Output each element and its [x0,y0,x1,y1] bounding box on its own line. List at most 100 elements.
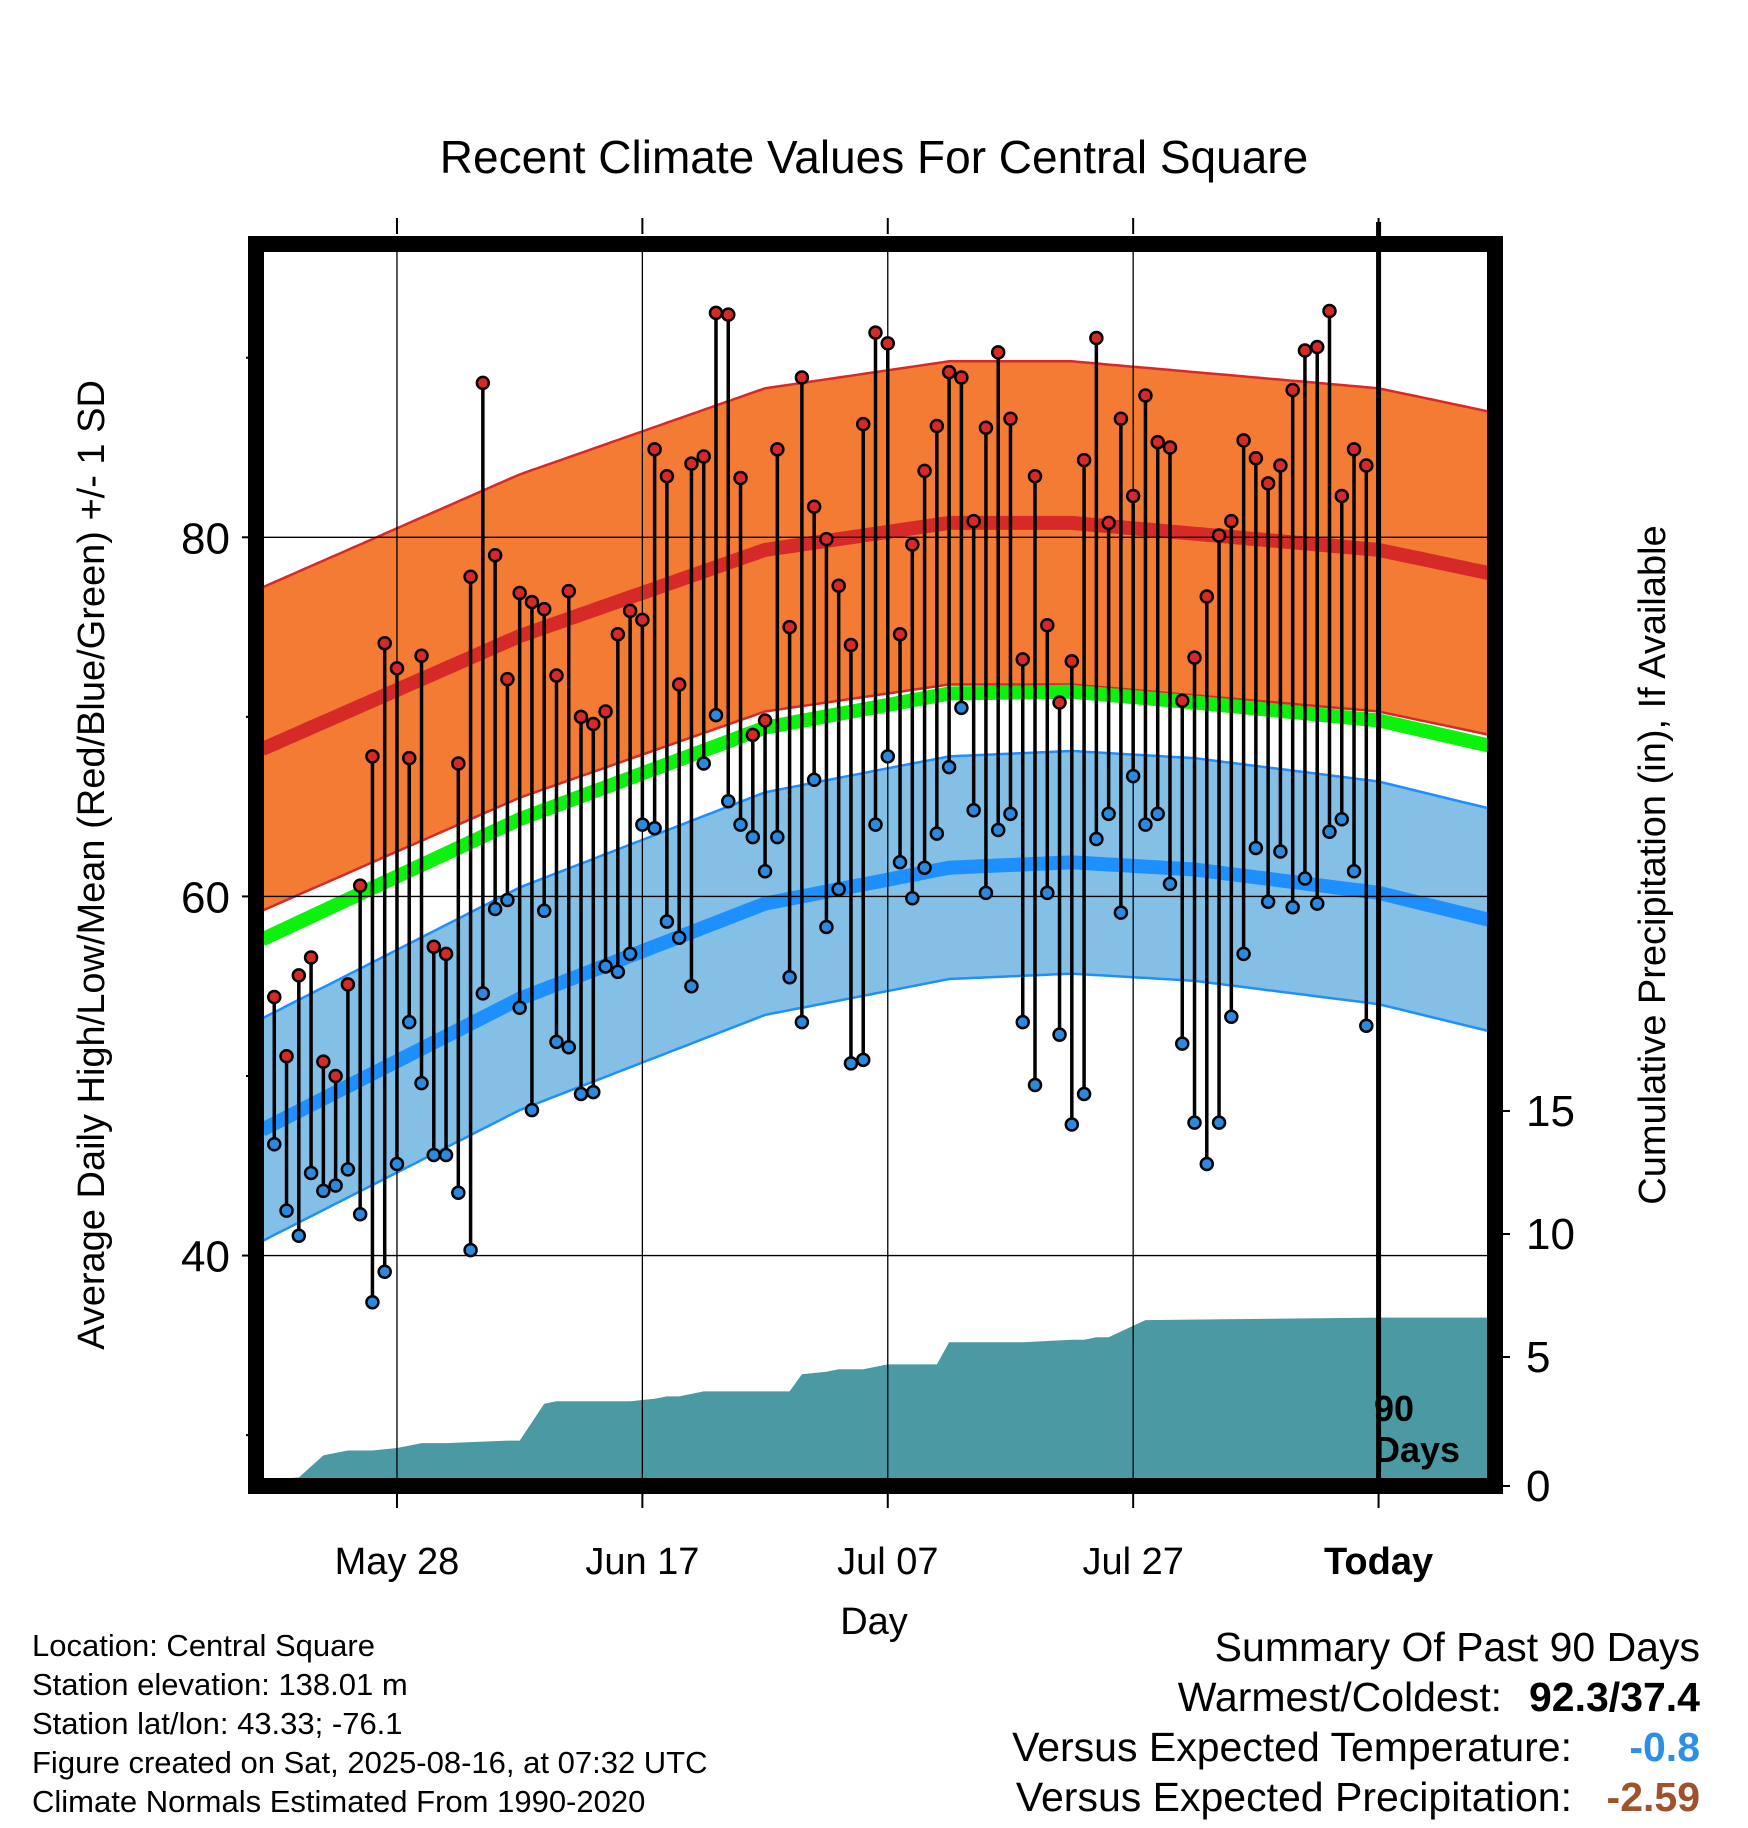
daily-low-point [293,1230,305,1242]
daily-high-point [833,580,845,592]
y-axis-left-title: Average Daily High/Low/Mean (Red/Blue/Gr… [71,380,113,1350]
daily-low-point [600,960,612,972]
daily-low-point [1090,833,1102,845]
daily-high-point [538,603,550,615]
daily-low-point [1127,770,1139,782]
daily-low-point [550,1036,562,1048]
daily-low-point [943,761,955,773]
daily-high-point [1225,515,1237,527]
y2-tick-label-5: 5 [1526,1333,1550,1382]
daily-high-point [330,1070,342,1082]
summary-heading: Summary Of Past 90 Days [1012,1622,1700,1672]
daily-high-point [784,621,796,633]
warm-cold-label: Warmest/Coldest: [1178,1674,1502,1720]
daily-high-point [857,418,869,430]
daily-low-point [1066,1118,1078,1130]
daily-high-point [416,650,428,662]
summary-panel: Summary Of Past 90 Days Warmest/Coldest:… [1012,1622,1700,1822]
daily-high-point [268,991,280,1003]
daily-high-point [808,501,820,513]
daily-high-point [759,714,771,726]
daily-low-point [1225,1011,1237,1023]
daily-high-point [342,978,354,990]
daily-low-point [1164,878,1176,890]
daily-high-point [894,628,906,640]
daily-high-point [563,585,575,597]
daily-high-point [1103,517,1115,529]
daily-low-point [440,1149,452,1161]
daily-low-point [330,1180,342,1192]
chart-title: Recent Climate Values For Central Square [440,131,1308,183]
daily-low-point [1041,887,1053,899]
daily-low-point [1299,872,1311,884]
daily-high-point [992,346,1004,358]
daily-high-point [747,729,759,741]
daily-high-point [882,337,894,349]
x-tick-label-3: Jul 27 [1082,1541,1183,1583]
summary-warm-cold-row: Warmest/Coldest: 92.3/37.4 [1012,1672,1700,1722]
daily-high-point [931,420,943,432]
daily-low-point [538,905,550,917]
daily-high-point [968,515,980,527]
daily-low-point [403,1016,415,1028]
daily-low-point [354,1208,366,1220]
daily-high-point [1164,442,1176,454]
daily-low-point [1287,901,1299,913]
daily-low-point [416,1077,428,1089]
daily-low-point [1360,1020,1372,1032]
daily-low-point [477,987,489,999]
daily-high-point [735,472,747,484]
daily-high-point [550,670,562,682]
daily-high-point [354,880,366,892]
daily-low-point [1262,896,1274,908]
daily-low-point [710,709,722,721]
daily-low-point [624,948,636,960]
daily-low-point [305,1167,317,1179]
daily-low-point [1017,1016,1029,1028]
daily-high-point [771,443,783,455]
daily-low-point [649,822,661,834]
daily-low-point [281,1205,293,1217]
daily-high-point [1250,452,1262,464]
plot-area [262,222,1489,1494]
daily-high-point [955,371,967,383]
station-elevation: Station elevation: 138.01 m [32,1665,708,1704]
daily-low-point [661,916,673,928]
daily-high-point [1054,696,1066,708]
daily-high-point [661,470,673,482]
daily-high-point [612,628,624,640]
daily-low-point [845,1057,857,1069]
daily-low-point [685,980,697,992]
daily-high-point [1336,490,1348,502]
daily-low-point [906,892,918,904]
daily-low-point [759,865,771,877]
daily-low-point [1004,808,1016,820]
daily-low-point [1274,846,1286,858]
daily-low-point [1176,1038,1188,1050]
daily-high-point [980,422,992,434]
y-tick-label-80: 80 [181,514,230,563]
station-location: Location: Central Square [32,1626,708,1665]
daily-high-point [649,443,661,455]
y-tick-label-60: 60 [181,873,230,922]
daily-low-point [1029,1079,1041,1091]
daily-low-point [992,824,1004,836]
daily-high-point [391,662,403,674]
daily-high-point [1360,459,1372,471]
today-days-label-line2: Days [1374,1429,1460,1470]
daily-low-point [1054,1029,1066,1041]
daily-high-point [796,371,808,383]
daily-high-point [1348,443,1360,455]
daily-low-point [894,856,906,868]
warm-cold-value: 92.3/37.4 [1522,1672,1700,1722]
daily-high-point [870,327,882,339]
daily-high-point [1017,653,1029,665]
daily-low-point [452,1187,464,1199]
daily-high-point [428,941,440,953]
daily-high-point [698,450,710,462]
daily-low-point [1311,898,1323,910]
daily-high-point [820,533,832,545]
daily-low-point [428,1149,440,1161]
daily-low-point [1201,1158,1213,1170]
daily-low-point [1139,819,1151,831]
